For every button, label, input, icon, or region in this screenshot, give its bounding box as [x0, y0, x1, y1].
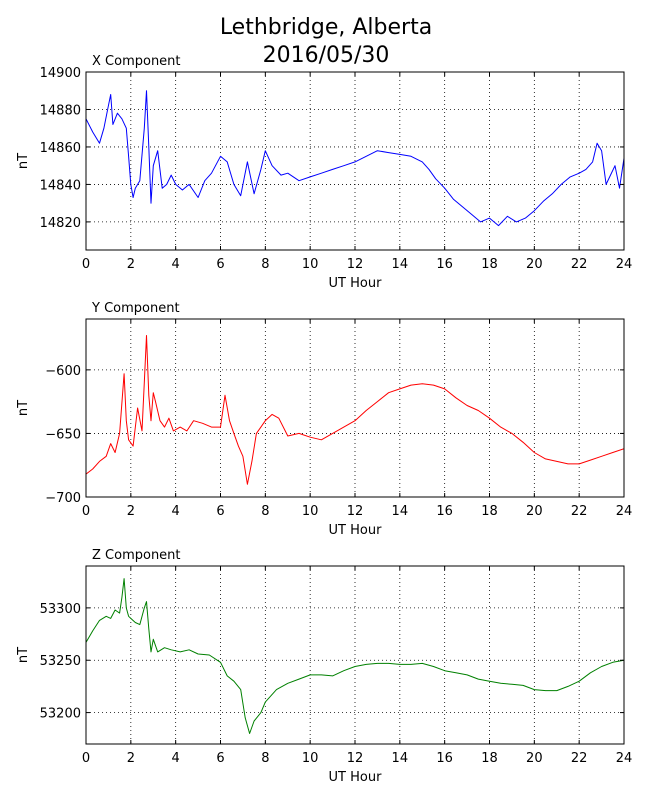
x-tick-label: 4 — [172, 751, 180, 766]
y-tick-label: 14880 — [40, 103, 81, 118]
x-tick-label: 6 — [216, 257, 224, 272]
x-tick-label: 24 — [616, 257, 633, 272]
y-tick-label: 53200 — [40, 707, 81, 722]
x-tick-label: 20 — [526, 257, 543, 272]
x-tick-label: 22 — [571, 751, 588, 766]
x-tick-label: 2 — [127, 257, 135, 272]
x-tick-label: 4 — [172, 257, 180, 272]
x-tick-label: 18 — [481, 257, 498, 272]
y-tick-label: −600 — [45, 364, 81, 379]
x-tick-label: 20 — [526, 504, 543, 519]
y-tick-label: 14900 — [40, 66, 81, 81]
x-tick-label: 24 — [616, 751, 633, 766]
x-tick-label: 0 — [82, 257, 90, 272]
panel-subtitle: Z Component — [92, 548, 181, 563]
x-axis-label: UT Hour — [329, 523, 383, 538]
x-tick-label: 2 — [127, 504, 135, 519]
x-tick-label: 6 — [216, 504, 224, 519]
x-axis-label: UT Hour — [329, 770, 383, 785]
figure-title-line2: 2016/05/30 — [263, 43, 390, 68]
x-tick-label: 10 — [302, 751, 319, 766]
x-tick-label: 24 — [616, 504, 633, 519]
x-tick-label: 8 — [261, 751, 269, 766]
x-tick-label: 8 — [261, 504, 269, 519]
x-tick-label: 12 — [347, 751, 364, 766]
y-tick-label: −700 — [45, 491, 81, 506]
x-tick-label: 22 — [571, 504, 588, 519]
x-tick-label: 2 — [127, 751, 135, 766]
y-axis-label: nT — [16, 647, 31, 663]
series-line-z — [86, 578, 624, 734]
x-tick-label: 20 — [526, 751, 543, 766]
x-tick-label: 4 — [172, 504, 180, 519]
y-axis-label: nT — [16, 153, 31, 169]
x-tick-label: 8 — [261, 257, 269, 272]
y-tick-label: −650 — [45, 427, 81, 442]
y-tick-label: 53250 — [40, 654, 81, 669]
y-tick-label: 14860 — [40, 141, 81, 156]
x-tick-label: 14 — [392, 751, 409, 766]
x-tick-label: 16 — [436, 751, 453, 766]
x-tick-label: 16 — [436, 504, 453, 519]
panel-subtitle: X Component — [92, 54, 181, 69]
x-tick-label: 0 — [82, 504, 90, 519]
series-line-x — [86, 90, 624, 227]
x-tick-label: 16 — [436, 257, 453, 272]
panel-subtitle: Y Component — [91, 301, 180, 316]
series-line-y — [86, 335, 624, 485]
x-tick-label: 6 — [216, 751, 224, 766]
x-tick-label: 14 — [392, 504, 409, 519]
x-tick-label: 10 — [302, 504, 319, 519]
figure-title-line1: Lethbridge, Alberta — [220, 15, 432, 40]
x-axis-label: UT Hour — [329, 276, 383, 291]
x-tick-label: 0 — [82, 751, 90, 766]
x-tick-label: 22 — [571, 257, 588, 272]
y-tick-label: 14840 — [40, 178, 81, 193]
x-tick-label: 18 — [481, 751, 498, 766]
x-tick-label: 12 — [347, 257, 364, 272]
x-tick-label: 12 — [347, 504, 364, 519]
x-tick-label: 10 — [302, 257, 319, 272]
y-tick-label: 53300 — [40, 602, 81, 617]
x-tick-label: 18 — [481, 504, 498, 519]
y-axis-label: nT — [16, 400, 31, 416]
y-tick-label: 14820 — [40, 216, 81, 231]
x-tick-label: 14 — [392, 257, 409, 272]
